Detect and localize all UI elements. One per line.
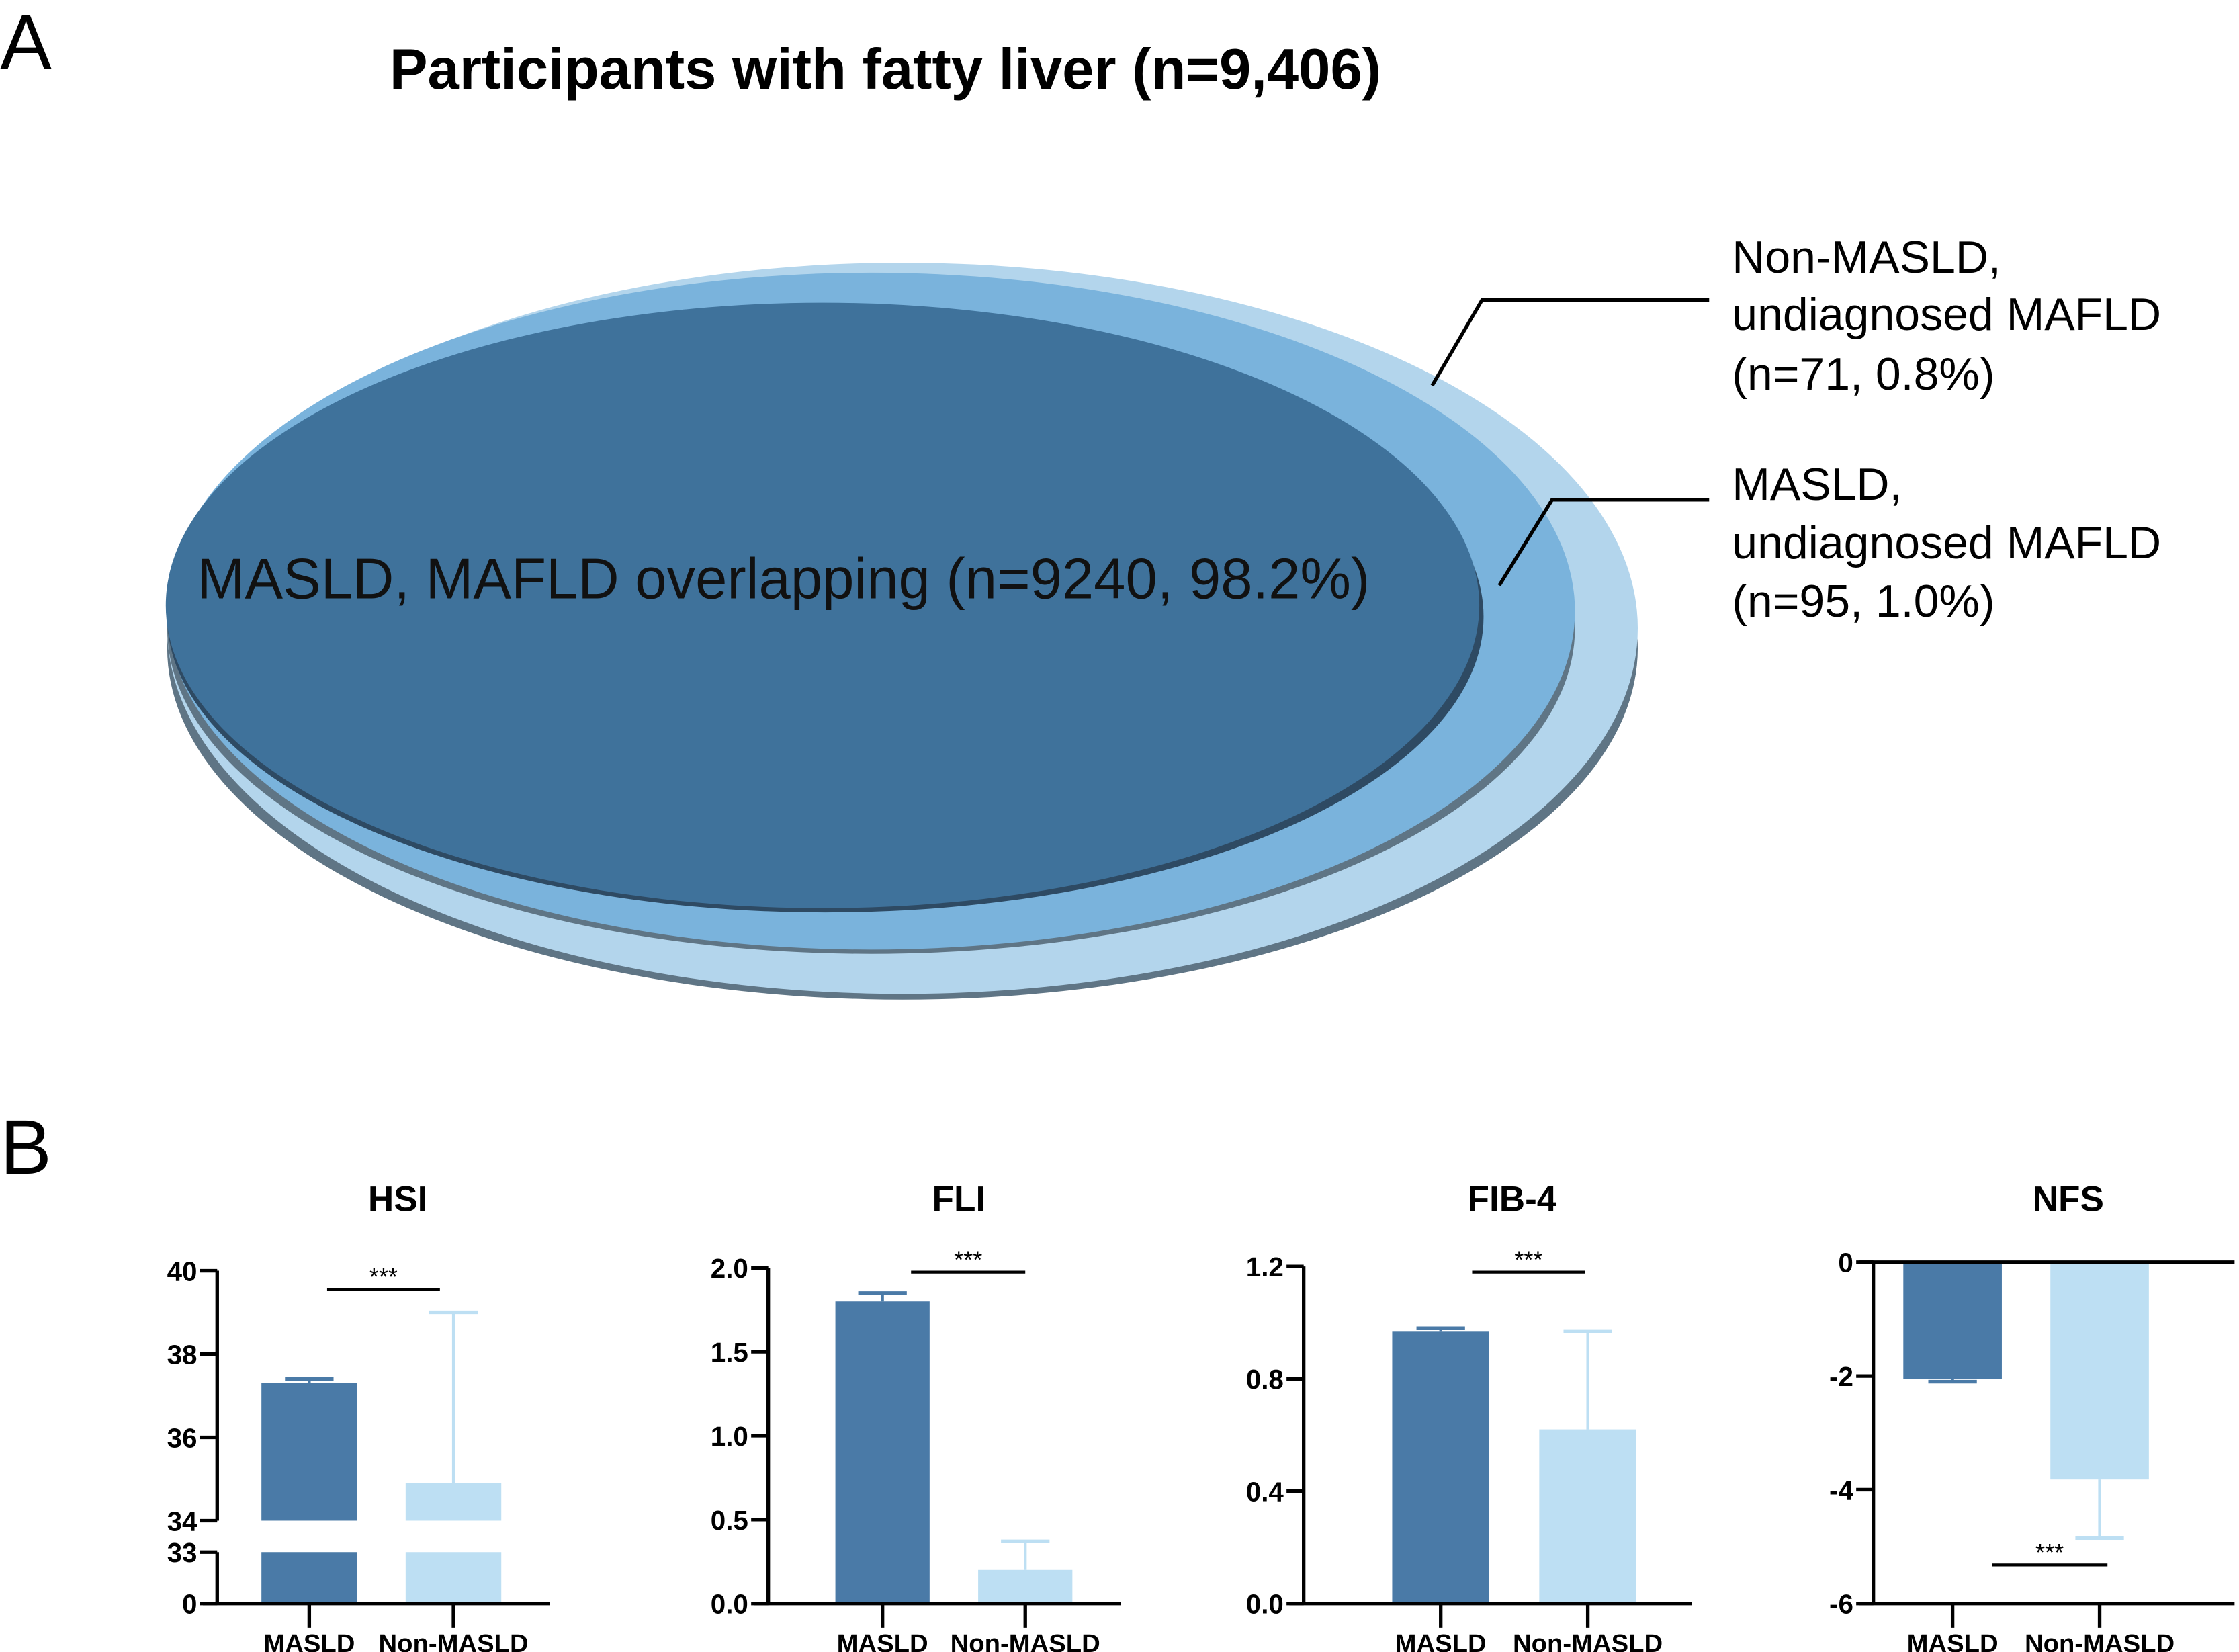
panel-letter-b: B <box>0 1104 52 1190</box>
chart-title: HSI <box>368 1179 428 1219</box>
callout-outer-line: Non-MASLD, <box>1732 232 2001 283</box>
y-tick-label: 0.5 <box>711 1505 748 1536</box>
y-tick-label: 0.0 <box>711 1589 748 1620</box>
y-tick-label: 1.0 <box>711 1421 748 1452</box>
chart-nfs: NFS MASLD Non-MASLD -6 -4 -2 0 *** <box>1829 1179 2235 1652</box>
y-tick-label: 0 <box>1838 1248 1853 1278</box>
callout-middle-text: MASLD, undiagnosed MAFLD (n=95, 1.0%) <box>1732 459 2161 627</box>
chart-fli: FLI MASLD Non-MASLD 0.0 0.5 1.0 1.5 2.0 *** <box>711 1179 1121 1652</box>
y-tick-label: 2.0 <box>711 1253 748 1284</box>
bar <box>1539 1429 1636 1604</box>
y-tick-label: 0 <box>182 1589 197 1620</box>
significance-label: *** <box>954 1246 982 1273</box>
y-tick-label: 0.0 <box>1246 1589 1284 1620</box>
inner-ellipse-overlap <box>165 302 1480 908</box>
significance-label: *** <box>369 1263 398 1291</box>
y-tick-label: 0.8 <box>1246 1364 1284 1395</box>
y-tick-label: -6 <box>1829 1589 1853 1620</box>
x-tick-label: Non-MASLD <box>378 1629 528 1652</box>
significance-label: *** <box>1514 1246 1542 1273</box>
bar <box>1392 1331 1489 1604</box>
x-tick-label: Non-MASLD <box>2025 1629 2175 1652</box>
x-tick-label: MASLD <box>837 1629 928 1652</box>
chart-fib-4: FIB-4 MASLD Non-MASLD 0.0 0.4 0.8 1.2 *** <box>1246 1179 1692 1652</box>
callout-outer-line: undiagnosed MAFLD <box>1732 289 2161 340</box>
bar <box>2050 1262 2149 1480</box>
bar <box>1903 1262 2002 1379</box>
callout-middle-line: MASLD, <box>1732 459 1902 510</box>
y-tick-label: 1.2 <box>1246 1252 1284 1283</box>
x-tick-label: Non-MASLD <box>1513 1629 1663 1652</box>
bar <box>978 1569 1073 1604</box>
callout-middle-line: (n=95, 1.0%) <box>1732 576 1994 627</box>
overlap-label: MASLD, MAFLD overlapping (n=9240, 98.2%) <box>197 548 1370 611</box>
y-tick-label: 1.5 <box>711 1337 748 1368</box>
y-tick-label: -2 <box>1829 1361 1853 1392</box>
y-tick-label: 36 <box>167 1422 197 1453</box>
callout-line-middle <box>1497 498 1710 586</box>
x-tick-label: MASLD <box>1395 1629 1487 1652</box>
y-tick-label: 38 <box>167 1339 197 1370</box>
y-tick-label: -4 <box>1829 1475 1853 1506</box>
bar-lower-segment <box>261 1552 357 1604</box>
y-tick-label: 0.4 <box>1246 1476 1284 1507</box>
callout-line-outer <box>1430 298 1710 387</box>
callout-middle-line: undiagnosed MAFLD <box>1732 517 2161 568</box>
x-tick-label: MASLD <box>1907 1629 1999 1652</box>
venn-diagram: MASLD, MAFLD overlapping (n=9240, 98.2%) <box>165 263 1638 1000</box>
chart-title: FLI <box>932 1179 986 1219</box>
chart-title: FIB-4 <box>1468 1179 1557 1219</box>
y-tick-label: 33 <box>167 1537 197 1568</box>
y-tick-label: 40 <box>167 1256 197 1287</box>
callout-outer-text: Non-MASLD, undiagnosed MAFLD (n=71, 0.8%… <box>1732 232 2161 400</box>
significance-label: *** <box>2035 1538 2064 1566</box>
y-tick-label: 34 <box>167 1506 197 1536</box>
bar-upper-segment <box>405 1483 502 1521</box>
bar <box>835 1301 930 1604</box>
panel-letter-a: A <box>0 0 52 85</box>
panel-a-title: Participants with fatty liver (n=9,406) <box>390 38 1381 101</box>
bar-lower-segment <box>405 1552 502 1604</box>
callout-outer-line: (n=71, 0.8%) <box>1732 349 1994 400</box>
x-tick-label: Non-MASLD <box>951 1629 1100 1652</box>
bar-upper-segment <box>261 1383 357 1521</box>
chart-title: NFS <box>2033 1179 2104 1219</box>
x-tick-label: MASLD <box>263 1629 355 1652</box>
